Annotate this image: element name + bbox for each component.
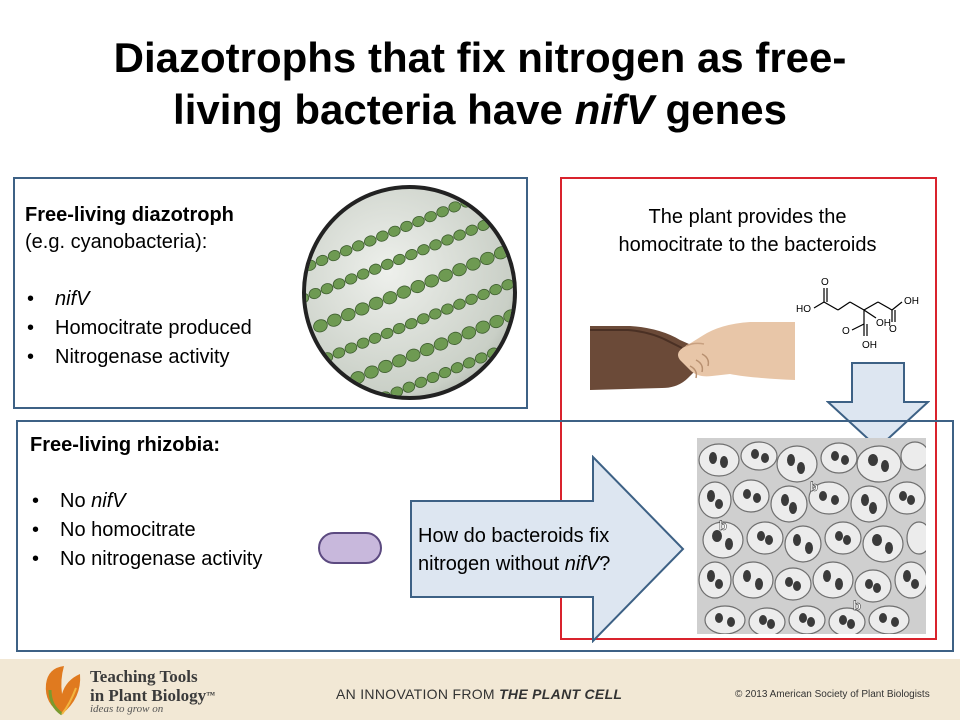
molecule-label-oh: OH [862,340,877,351]
bullet-text: No [60,490,92,512]
free-living-box [13,177,528,409]
plant-provides-text: The plant provides the homocitrate to th… [575,203,920,259]
free-living-bullet-list: • nifV • Homocitrate produced • Nitrogenase… [25,285,252,372]
cyanobacteria-micrograph [302,185,517,400]
question-text: How do bacteroids fix nitrogen without n… [418,522,668,578]
bullet-text: No nitrogenase activity [60,548,263,570]
list-item: • Nitrogenase activity [25,343,252,372]
list-item: • No nifV [30,487,262,516]
bullet-text: Homocitrate produced [55,317,252,339]
plant-text-line2: homocitrate to the bacteroids [618,234,877,256]
right-arrow-icon [410,455,685,643]
micrograph-label-b: b [719,518,727,533]
footer-tagline: ideas to grow on [90,703,164,715]
slide-title: Diazotrophs that fix nitrogen as free- l… [20,32,940,136]
footer-copyright: © 2013 American Society of Plant Biologi… [735,689,930,700]
list-item: • No nitrogenase activity [30,545,262,574]
molecule-label-o: O [889,324,897,335]
micrograph-label-b: b [853,598,861,613]
bullet-text: No homocitrate [60,519,196,541]
rhizobia-heading: Free-living rhizobia: [30,434,221,456]
question-line2-a: nitrogen without [418,553,565,575]
title-line2-a: living bacteria have [173,86,575,133]
leaf-logo-icon [45,666,81,716]
plant-text-line1: The plant provides the [648,206,847,228]
footer-logo-line1: Teaching Tools [90,667,198,686]
molecule-label-o: O [821,277,829,288]
down-arrow-icon [826,362,930,450]
footer-innovation: AN INNOVATION FROM THE PLANT CELL [336,686,622,702]
molecule-label-oh: OH [904,296,919,307]
bullet-glyph: • [32,519,40,541]
bullet-glyph: • [32,490,40,512]
bullet-glyph: • [27,288,35,310]
molecule-label-oh: OH [876,318,891,329]
bullet-glyph: • [27,317,35,339]
free-living-subheading: (e.g. cyanobacteria): [25,231,208,253]
homocitrate-structure-icon: HO O OH O O OH OH [796,277,919,351]
bacteroid-micrograph: b b b [697,438,926,634]
cyanobacteria-filaments-icon [306,191,513,396]
title-line2-b: genes [653,86,787,133]
bullet-glyph: • [32,548,40,570]
title-line1: Diazotrophs that fix nitrogen as free- [113,34,847,81]
rhizobia-bullet-list: • No nifV • No homocitrate • No nitrogenase… [30,487,262,574]
footer-innovation-brand: THE PLANT CELL [499,686,623,702]
bacteroid-cells-icon: b b b [697,438,926,634]
bullet-glyph: • [27,346,35,368]
bullet-text: Nitrogenase activity [55,346,230,368]
handshake-icon [590,322,795,390]
footer-bar [0,659,960,720]
list-item: • Homocitrate produced [25,314,252,343]
bullet-text-italic: nifV [91,490,126,512]
question-line2-italic: nifV [564,553,600,575]
footer-logo-line2-text: in Plant Biology [90,686,207,705]
plant-contribution-box [560,177,937,640]
molecule-label-o: O [842,326,850,337]
micrograph-label-b: b [810,479,818,494]
free-living-heading: Free-living diazotroph [25,204,234,226]
footer-innovation-prefix: AN INNOVATION FROM [336,686,500,702]
bullet-text: nifV [55,288,90,310]
footer-logo-line2: in Plant Biology™ [90,686,215,705]
title-line2-italic: nifV [574,86,654,133]
rhizobia-box [16,420,954,652]
question-line2-b: ? [599,553,611,575]
molecule-label-ho: HO [796,304,811,315]
rhizobium-cell-icon [318,532,382,564]
trademark-symbol: ™ [206,690,216,700]
list-item: • nifV [25,285,252,314]
question-line1: How do bacteroids fix [418,525,610,547]
list-item: • No homocitrate [30,516,262,545]
